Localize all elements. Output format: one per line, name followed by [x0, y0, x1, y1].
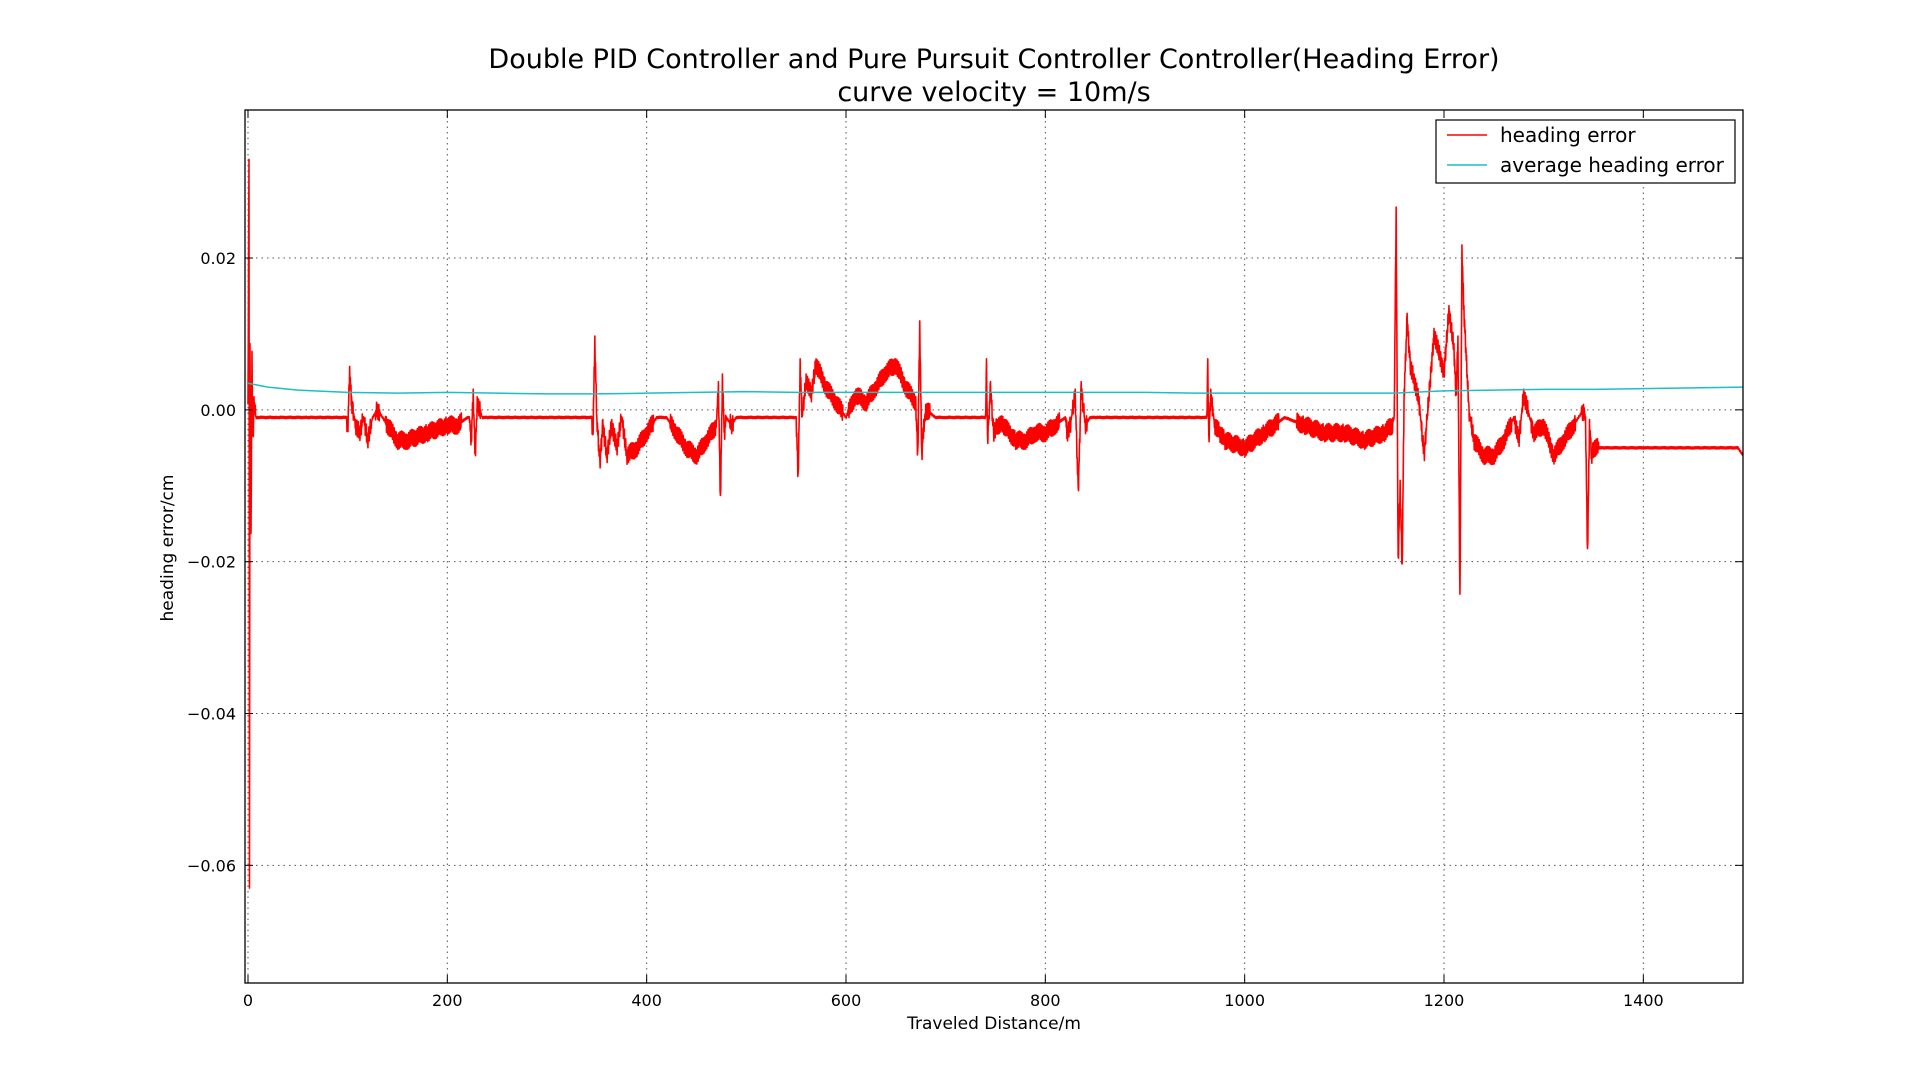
x-tick-label: 1200 [1424, 991, 1465, 1010]
x-tick-label: 1400 [1623, 991, 1664, 1010]
x-tick-label: 200 [432, 991, 463, 1010]
y-tick-label: −0.02 [187, 553, 236, 572]
plot-frame [244, 109, 1744, 984]
series-line-heading-error [247, 158, 1743, 889]
y-tick-label: 0.00 [200, 401, 236, 420]
series-layer [247, 158, 1743, 889]
x-axis-label: Traveled Distance/m [906, 1014, 1081, 1034]
x-tick-label: 600 [831, 991, 862, 1010]
legend: heading error average heading error [1435, 119, 1736, 184]
legend-box [1435, 119, 1736, 184]
axis-ticks: 0 200 400 600 800 1000 1200 1400 0.02 0.00 −0.02 −0… [187, 110, 1743, 1010]
y-tick-label: −0.04 [187, 705, 236, 724]
y-tick-label: 0.02 [200, 249, 236, 268]
x-tick-label: 800 [1030, 991, 1061, 1010]
series-line-average-heading-error [247, 382, 1743, 395]
legend-label-average-heading-error: average heading error [1500, 153, 1725, 177]
legend-label-heading-error: heading error [1500, 123, 1636, 147]
y-tick-label: −0.06 [187, 856, 236, 875]
chart-title: Double PID Controller and Pure Pursuit C… [488, 44, 1499, 75]
chart-subtitle: curve velocity = 10m/s [837, 77, 1150, 108]
grid-lines [245, 110, 1743, 983]
x-tick-label: 0 [243, 991, 253, 1010]
y-axis-label: heading error/cm [158, 475, 178, 622]
x-tick-label: 1000 [1224, 991, 1265, 1010]
x-tick-label: 400 [631, 991, 662, 1010]
